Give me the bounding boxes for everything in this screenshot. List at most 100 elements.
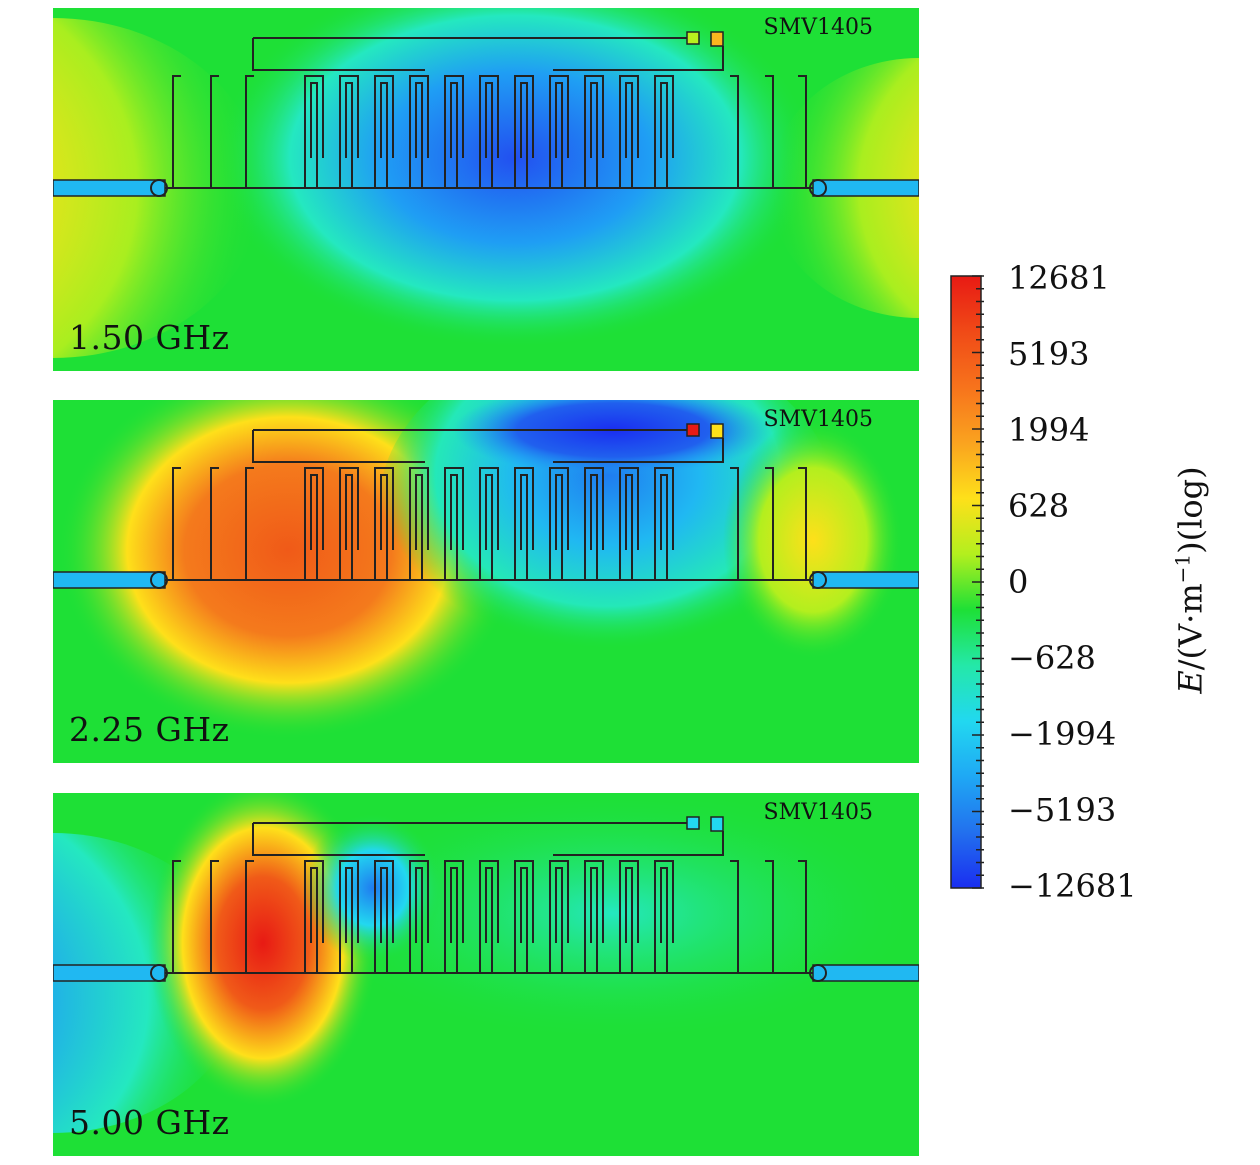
resonator-finger [520, 82, 528, 188]
resonator-finger [555, 867, 563, 973]
resonator-finger [654, 75, 674, 188]
varactor-pad [686, 31, 700, 45]
colorbar-tick-label: 5193 [1008, 335, 1090, 373]
colorbar-tick-label: −5193 [1008, 791, 1117, 829]
resonator-finger [765, 467, 774, 580]
varactor-loop-left [252, 430, 425, 463]
varactor-loop-left [252, 823, 425, 856]
varactor-pad [710, 31, 724, 47]
filter-structure [53, 423, 919, 589]
resonator-finger [520, 474, 528, 580]
resonator-finger [345, 867, 353, 973]
resonator-finger [514, 860, 534, 973]
resonator-finger [584, 860, 604, 973]
resonator-finger [520, 867, 528, 973]
resonator-finger [409, 75, 429, 188]
resonator-finger [172, 860, 181, 973]
resonator-finger [798, 860, 807, 973]
varactor-pad [686, 816, 700, 830]
resonator-finger [210, 467, 219, 580]
resonator-finger [654, 860, 674, 973]
feed-line-left [53, 964, 166, 982]
resonator-finger [798, 467, 807, 580]
resonator-finger [590, 474, 598, 580]
filter-structure [53, 31, 919, 197]
colorbar-tick-label: 0 [1008, 563, 1029, 601]
device-label: SMV1405 [763, 15, 873, 40]
resonator-finger [485, 474, 493, 580]
resonator-finger [485, 867, 493, 973]
resonator-finger [555, 474, 563, 580]
resonator-finger [444, 467, 464, 580]
resonator-finger [374, 75, 394, 188]
resonator-finger [374, 860, 394, 973]
resonator-finger [304, 467, 324, 580]
negative-field-region [378, 400, 838, 685]
resonator-finger [625, 867, 633, 973]
resonator-finger [479, 860, 499, 973]
colorbar-tick-label: −628 [1008, 639, 1096, 677]
resonator-finger [450, 82, 458, 188]
resonator-finger [345, 474, 353, 580]
feed-line-right [812, 964, 919, 982]
varactor-pad [686, 423, 700, 437]
colorbar-title-tail: )(log) [1171, 466, 1210, 554]
resonator-finger [304, 75, 324, 188]
varactor-pad [710, 423, 724, 439]
resonator-finger [549, 75, 569, 188]
varactor-loop-right [553, 46, 724, 71]
resonator-finger [625, 474, 633, 580]
resonator-finger [450, 867, 458, 973]
resonator-finger [479, 75, 499, 188]
colorbar-tick-label: −1994 [1008, 715, 1117, 753]
resonator-finger [374, 467, 394, 580]
varactor-loop-right [553, 831, 724, 856]
resonator-finger [310, 474, 318, 580]
negative-field-region-center [303, 813, 443, 963]
resonator-finger [730, 75, 739, 188]
resonator-finger [549, 860, 569, 973]
field-map [53, 793, 919, 1156]
field-panel-2-25ghz: SMV1405 2.25 GHz [53, 400, 919, 763]
colorbar-tick-label: −12681 [1008, 867, 1137, 905]
colorbar-title-symbol: E [1171, 670, 1210, 694]
colorbar-ticks [972, 275, 984, 889]
resonator-finger [549, 467, 569, 580]
field-map [53, 400, 919, 763]
resonator-finger [409, 860, 429, 973]
feed-line-right [812, 179, 919, 197]
resonator-finger [339, 860, 359, 973]
resonator-finger [654, 467, 674, 580]
resonator-finger [619, 860, 639, 973]
resonator-finger [245, 75, 254, 188]
field-panel-1-50ghz: SMV1405 1.50 GHz [53, 8, 919, 371]
resonator-finger [409, 467, 429, 580]
feed-line-left [53, 179, 166, 197]
colorbar-tick-label: 1994 [1008, 411, 1090, 449]
positive-field-region-right [723, 420, 903, 660]
resonator-finger [514, 75, 534, 188]
resonator-finger [730, 860, 739, 973]
resonator-finger [555, 82, 563, 188]
resonator-finger [415, 82, 423, 188]
resonator-finger [765, 75, 774, 188]
varactor-pad [710, 816, 724, 832]
colorbar-title-units: /(V·m [1171, 583, 1210, 671]
resonator-finger [590, 867, 598, 973]
field-map [53, 8, 919, 371]
resonator-finger [345, 82, 353, 188]
feed-line-right [812, 571, 919, 589]
resonator-finger [660, 867, 668, 973]
resonator-finger [619, 75, 639, 188]
resonator-finger [245, 860, 254, 973]
resonator-finger [660, 474, 668, 580]
strong-negative-region [453, 400, 773, 475]
resonator-finger [584, 75, 604, 188]
resonator-finger [584, 467, 604, 580]
resonator-finger [415, 474, 423, 580]
filter-structure [53, 816, 919, 982]
resonator-finger [765, 860, 774, 973]
colorbar-tick-label: 628 [1008, 487, 1070, 525]
resonator-finger [485, 82, 493, 188]
resonator-finger [660, 82, 668, 188]
